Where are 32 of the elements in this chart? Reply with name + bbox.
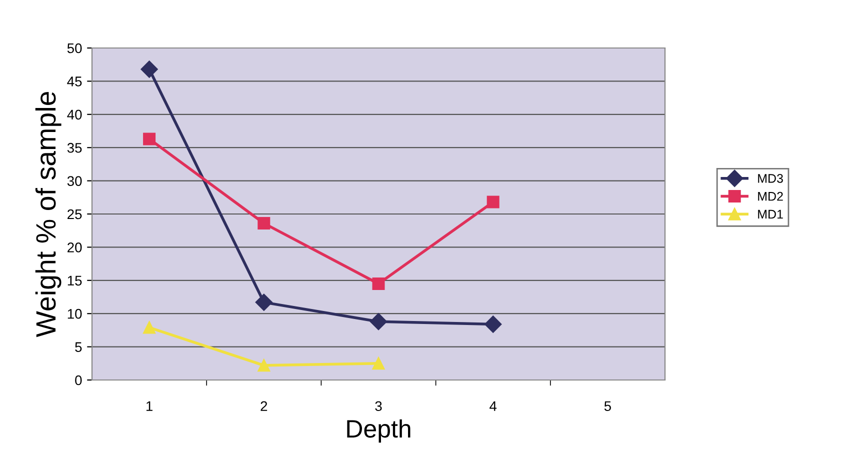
legend-label: MD1 bbox=[758, 210, 783, 219]
point bbox=[486, 196, 500, 208]
point bbox=[258, 217, 270, 230]
point bbox=[372, 277, 385, 290]
y-tick-label: 0 bbox=[75, 375, 82, 386]
x-tick-label: 3 bbox=[375, 401, 382, 412]
point bbox=[140, 60, 158, 78]
point bbox=[258, 359, 270, 372]
point bbox=[484, 316, 502, 333]
y-tick-label: 50 bbox=[67, 43, 82, 54]
point bbox=[370, 313, 388, 330]
legend-label: MD3 bbox=[758, 174, 783, 183]
x-tick-label: 4 bbox=[490, 401, 497, 411]
y-tick-label: 15 bbox=[68, 276, 82, 286]
y-tick-label: 30 bbox=[67, 176, 82, 186]
point bbox=[372, 357, 385, 370]
y-tick-label: 35 bbox=[67, 142, 82, 153]
point bbox=[143, 321, 156, 334]
x-tick-label: 5 bbox=[604, 401, 611, 412]
x-axis-title: Depth bbox=[347, 419, 410, 443]
y-tick-label: 10 bbox=[68, 308, 82, 319]
y-tick-label: 40 bbox=[67, 110, 82, 120]
y-tick-label: 5 bbox=[75, 342, 82, 352]
y-tick-label: 25 bbox=[68, 209, 82, 220]
y-tick-label: 45 bbox=[67, 76, 82, 86]
x-tick-label: 2 bbox=[260, 401, 268, 411]
x-tick-label: 1 bbox=[146, 401, 152, 411]
point bbox=[255, 294, 272, 311]
y-tick-label: 20 bbox=[68, 242, 82, 252]
y-axis-title: Weight % of sample bbox=[35, 92, 62, 338]
legend-label: MD2 bbox=[758, 192, 783, 201]
point bbox=[143, 132, 156, 146]
